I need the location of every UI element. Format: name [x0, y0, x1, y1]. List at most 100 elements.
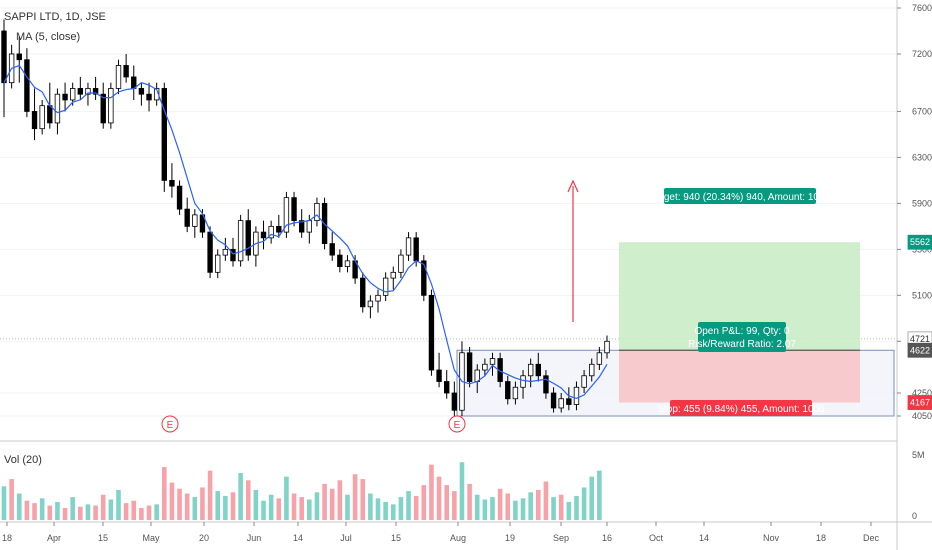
- candle-body: [604, 340, 610, 354]
- time-tick-label: 18: [816, 533, 826, 543]
- price-axis[interactable]: 7600720067006300590055005100470042504050…: [897, 3, 932, 421]
- time-tick-label: Jul: [340, 533, 352, 543]
- volume-bar: [558, 494, 564, 520]
- volume-bar: [16, 493, 22, 520]
- volume-bar: [597, 470, 602, 520]
- volume-label[interactable]: Vol (20): [4, 454, 42, 466]
- time-tick-label: 18: [2, 533, 12, 543]
- position-zones[interactable]: [619, 242, 860, 403]
- earnings-marker[interactable]: E: [448, 415, 466, 433]
- candle-body: [375, 294, 381, 302]
- volume-bar: [78, 506, 83, 520]
- candle-body: [70, 88, 76, 101]
- candle: [344, 255, 351, 273]
- price-badge: 5562: [907, 234, 932, 250]
- candle-body: [421, 260, 427, 296]
- candle-body: [92, 88, 99, 95]
- candle: [237, 214, 244, 267]
- candle: [550, 387, 557, 413]
- volume-bar: [47, 505, 53, 520]
- candle: [505, 375, 511, 405]
- pnl-label[interactable]: Open P&L: 99, Qty: 0 Risk/Reward Ratio: …: [688, 322, 796, 352]
- candle-body: [230, 248, 236, 262]
- candle-body: [161, 88, 167, 181]
- candle-body: [596, 352, 603, 365]
- candle: [230, 237, 236, 267]
- target-label[interactable]: Target: 940 (20.34%) 940, Amount: 1000: [650, 188, 831, 204]
- target-label-text: Target: 940 (20.34%) 940, Amount: 1000: [650, 192, 831, 203]
- price-badge-bg: [907, 395, 932, 410]
- volume-bar: [513, 500, 518, 520]
- earnings-marker[interactable]: E: [161, 415, 179, 433]
- volume-bar: [574, 495, 579, 520]
- time-tick-label: 14: [293, 533, 303, 543]
- time-tick-label: Jun: [247, 533, 262, 543]
- volume-bar: [444, 485, 449, 520]
- volume-bar: [146, 505, 152, 520]
- candle: [390, 266, 396, 290]
- volume-bar: [192, 497, 198, 520]
- time-tick-label: Nov: [763, 533, 780, 543]
- stop-label-text: Stop: 455 (9.84%) 455, Amount: 1000: [657, 404, 825, 415]
- candle: [543, 370, 549, 399]
- candle: [108, 82, 114, 129]
- volume-bar: [55, 501, 60, 520]
- candle-body: [489, 358, 496, 365]
- candle: [77, 76, 84, 100]
- candle-body: [428, 294, 435, 371]
- stop-label[interactable]: Stop: 455 (9.84%) 455, Amount: 1000: [657, 400, 825, 416]
- candle-body: [543, 375, 549, 394]
- candle: [123, 53, 129, 83]
- volume-bar: [253, 489, 259, 520]
- candle-body: [47, 105, 53, 124]
- candle-body: [77, 88, 84, 95]
- candle-body: [520, 375, 526, 388]
- volume-bar: [131, 500, 137, 520]
- volume-bar: [528, 492, 533, 520]
- volume-bar: [398, 497, 404, 520]
- time-tick-label: Sep: [553, 533, 569, 543]
- candle: [169, 163, 175, 198]
- candle-body: [276, 225, 282, 233]
- candle: [85, 82, 91, 106]
- stop-zone[interactable]: [619, 350, 860, 403]
- candle-body: [360, 277, 366, 308]
- candle-body: [24, 59, 30, 112]
- candle-body: [444, 381, 450, 394]
- candle-body: [314, 202, 320, 222]
- candle: [291, 191, 297, 227]
- candle-body: [527, 363, 534, 377]
- volume-bar: [200, 487, 205, 520]
- volume-bar: [566, 501, 572, 520]
- volume-tick-label: 5M: [912, 450, 925, 460]
- volume-bar: [284, 476, 289, 520]
- candle-body: [108, 88, 114, 124]
- candle: [436, 352, 442, 388]
- time-tick-label: May: [142, 533, 160, 543]
- volume-bar: [93, 505, 98, 520]
- volume-bar: [536, 489, 541, 520]
- candle-body: [306, 220, 313, 233]
- candle-body: [115, 65, 122, 89]
- time-axis[interactable]: 18 Apr 15 May 20 Jun 14 Jul 15 Aug 19 Sep 16 Oct 14 Nov…: [2, 522, 880, 543]
- chart-title: SAPPI LTD, 1D, JSE: [4, 11, 106, 23]
- up-arrow-head: [567, 179, 579, 193]
- candle: [161, 82, 167, 192]
- volume-bar: [108, 499, 114, 520]
- candle: [115, 59, 122, 95]
- volume-bar: [368, 493, 373, 520]
- candle-body: [62, 93, 68, 101]
- candle: [489, 352, 496, 376]
- price-tick-label: 5100: [912, 290, 932, 300]
- volume-bar: [314, 492, 320, 520]
- volume-bar: [429, 464, 434, 520]
- price-tick-label: 5900: [912, 198, 932, 208]
- volume-bar: [162, 467, 167, 520]
- earnings-circle: [448, 415, 466, 433]
- volume-bar: [177, 488, 182, 520]
- candle: [184, 197, 190, 233]
- volume-bar: [62, 507, 68, 520]
- indicator-label[interactable]: MA (5, close): [16, 31, 80, 43]
- price-badge-text: 4721: [910, 334, 930, 344]
